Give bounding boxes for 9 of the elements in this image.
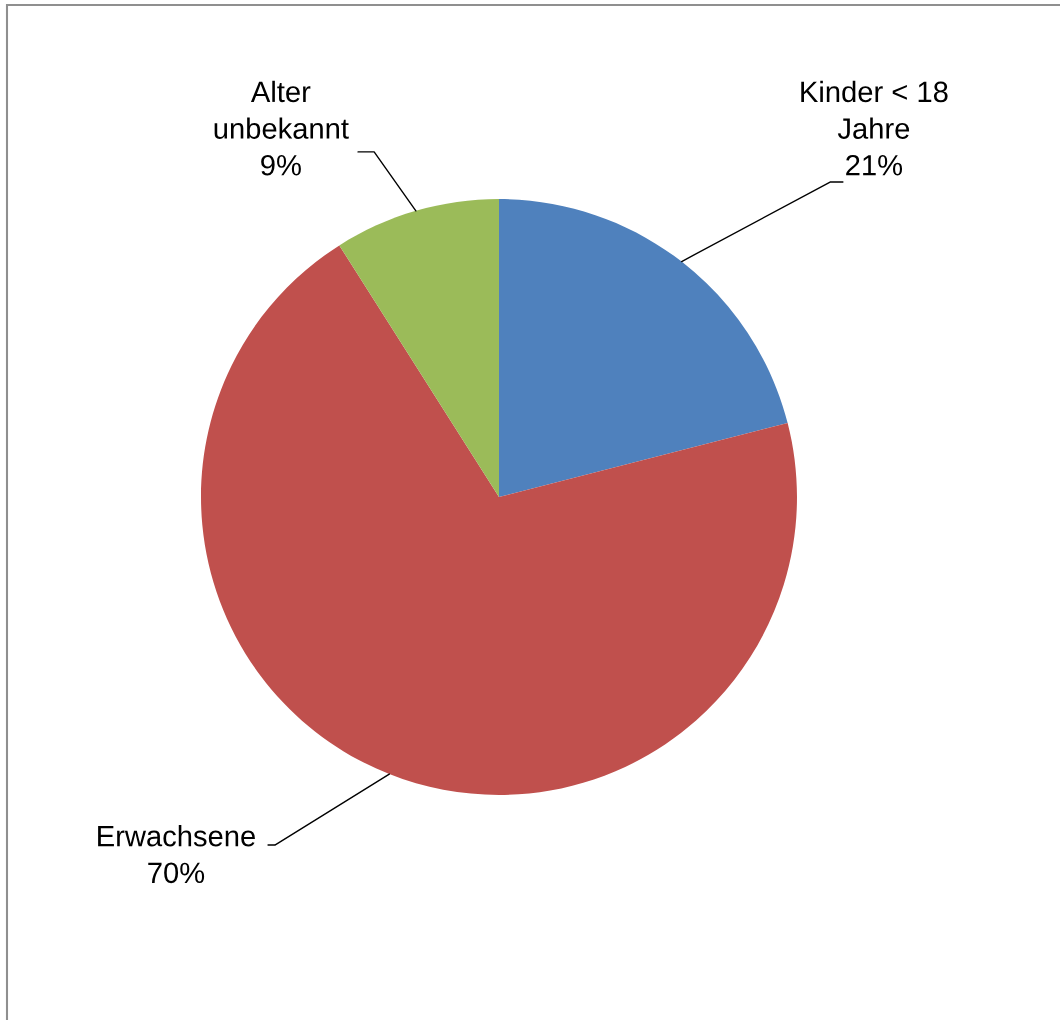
slice-label: Alter unbekannt <box>214 80 349 139</box>
data-label: 9% <box>261 154 301 176</box>
slice-label: Erwachsene <box>98 825 255 847</box>
data-label: 21% <box>846 154 903 176</box>
pie-slice <box>499 199 788 497</box>
pie-slice <box>339 199 499 497</box>
data-label: 70% <box>148 862 205 884</box>
slice-label: Kinder < 18 Jahre <box>801 80 948 139</box>
pie-slice <box>201 245 797 795</box>
